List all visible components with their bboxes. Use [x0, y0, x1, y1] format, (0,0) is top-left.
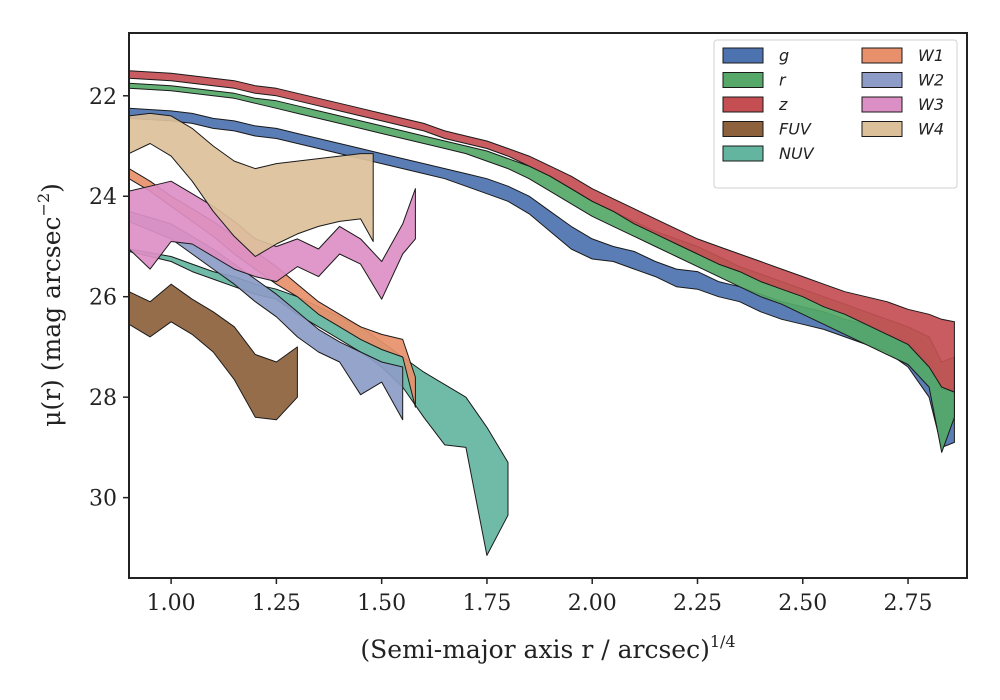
- legend-label-nuv: NUV: [779, 144, 815, 163]
- y-tick-label: 30: [89, 487, 117, 512]
- y-tick-label: 28: [89, 386, 117, 411]
- plot-frame: [128, 32, 968, 579]
- x-tick-label: 2.50: [778, 591, 827, 616]
- x-axis-title: (Semi-major axis r / arcsec)1/4: [360, 632, 735, 664]
- legend-label-w4: W4: [918, 120, 944, 139]
- legend-swatch-g: [722, 47, 764, 64]
- y-tick-label: 22: [89, 85, 117, 110]
- legend-swatch-nuv: [722, 145, 764, 162]
- legend-label-z: z: [778, 95, 788, 114]
- profile-bands: [129, 70, 955, 556]
- x-tick-label: 1.00: [147, 591, 196, 616]
- legend-label-g: g: [779, 46, 789, 65]
- x-axis-ticks: 1.00 1.25 1.50 1.75 2.00 2.25 2.50 2.75: [147, 578, 933, 616]
- legend-label-w2: W2: [918, 71, 944, 90]
- legend-swatch-w1: [861, 47, 903, 64]
- y-tick-label: 24: [89, 185, 117, 210]
- x-tick-label: 1.50: [357, 591, 406, 616]
- x-tick-label: 2.00: [568, 591, 617, 616]
- legend: grz FUV NUV W1 W2 W3 W4: [713, 39, 958, 189]
- legend-swatch-fuv: [722, 121, 764, 137]
- band-r: [129, 82, 955, 453]
- legend-swatch-w3: [861, 96, 903, 113]
- y-axis-title: μ(r) (mag arcsec−2): [34, 183, 66, 427]
- legend-swatch-z: [722, 96, 764, 113]
- band-z: [129, 70, 955, 393]
- band-fuv: [129, 283, 298, 421]
- legend-swatch-r: [722, 72, 764, 88]
- legend-label-fuv: FUV: [779, 120, 812, 139]
- legend-label-r: r: [779, 71, 787, 90]
- legend-label-w1: W1: [918, 46, 944, 65]
- legend-swatch-w4: [861, 121, 903, 137]
- y-tick-label: 26: [89, 286, 117, 311]
- legend-swatch-w2: [861, 72, 903, 88]
- x-tick-label: 1.75: [462, 591, 511, 616]
- x-tick-label: 2.25: [673, 591, 722, 616]
- legend-label-w3: W3: [918, 95, 944, 114]
- x-tick-label: 2.75: [884, 591, 933, 616]
- x-tick-label: 1.25: [252, 591, 301, 616]
- band-w4: [129, 112, 374, 257]
- band-g: [129, 107, 955, 448]
- y-axis-ticks: 22 24 26 28 30: [89, 85, 129, 512]
